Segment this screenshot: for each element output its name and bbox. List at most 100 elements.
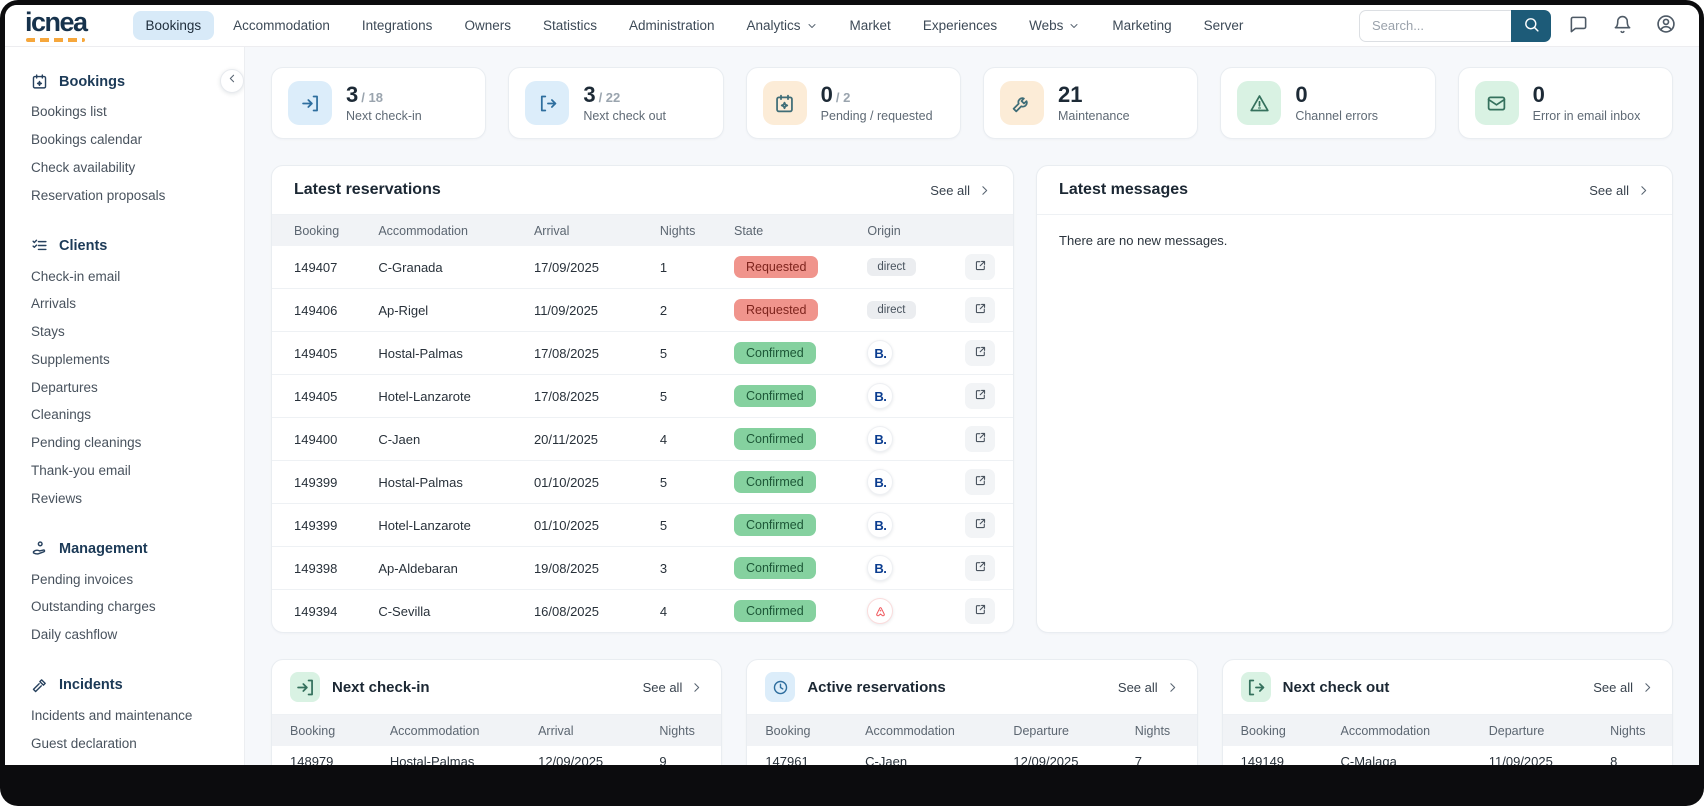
- chevron-right-icon: [690, 681, 703, 694]
- user-icon: [1656, 14, 1676, 37]
- active-reservations-see-all[interactable]: See all: [1118, 680, 1179, 695]
- next-check-in-title: Next check-in: [332, 678, 430, 696]
- reservation-row[interactable]: 149398 Ap-Aldebaran 19/08/2025 3 Confirmed B.: [272, 546, 1014, 590]
- stat-card-error-in-email-inbox[interactable]: 0 Error in email inbox: [1457, 67, 1673, 139]
- open-reservation-button[interactable]: [965, 383, 996, 409]
- nav-item-marketing[interactable]: Marketing: [1112, 18, 1172, 33]
- main-nav: Bookings Accommodation Integrations Owners S…: [132, 11, 1257, 40]
- next-check-in-see-all[interactable]: See all: [643, 680, 704, 695]
- sidebar-section-header-incidents[interactable]: Incidents: [31, 673, 228, 702]
- cell-state: Confirmed: [724, 331, 858, 375]
- cell-state: Confirmed: [724, 503, 858, 547]
- stat-card-pending-requested[interactable]: 0/ 2 Pending / requested: [745, 67, 961, 139]
- checklist-icon: [31, 237, 48, 254]
- nav-item-webs[interactable]: Webs: [1016, 11, 1093, 40]
- sidebar-item-bookings-calendar[interactable]: Bookings calendar: [31, 132, 143, 148]
- open-reservation-button[interactable]: [965, 469, 996, 495]
- check-out-icon: [1240, 672, 1271, 702]
- cell: 12/09/2025: [1013, 754, 1079, 765]
- reservation-row[interactable]: 149394 C-Sevilla 16/08/2025 4 Confirmed: [272, 589, 1014, 632]
- cell-booking: 149399: [272, 503, 369, 547]
- column-header-booking: Booking: [1222, 715, 1331, 746]
- open-reservation-button[interactable]: [965, 555, 996, 581]
- reservation-row[interactable]: 149400 C-Jaen 20/11/2025 4 Confirmed B.: [272, 417, 1014, 461]
- stat-card-channel-errors[interactable]: 0 Channel errors: [1220, 67, 1436, 139]
- reservation-row[interactable]: 149406 Ap-Rigel 11/09/2025 2 Requested direct: [272, 288, 1014, 332]
- nav-item-experiences[interactable]: Experiences: [922, 18, 998, 33]
- next-check-out-see-all[interactable]: See all: [1593, 680, 1654, 695]
- nav-item-server[interactable]: Server: [1203, 18, 1244, 33]
- stat-card-maintenance[interactable]: 21 Maintenance: [982, 67, 1199, 139]
- open-reservation-button[interactable]: [965, 598, 996, 624]
- next-check-out-panel: Next check out See all Booking Accommodatio…: [1221, 659, 1673, 765]
- reservation-row[interactable]: 149405 Hotel-Lanzarote 17/08/2025 5 Confirme…: [272, 374, 1014, 418]
- search-input[interactable]: [1359, 9, 1511, 42]
- cell-booking: 149405: [272, 331, 369, 375]
- state-badge: Confirmed: [734, 471, 816, 493]
- nav-item-analytics[interactable]: Analytics: [734, 11, 831, 40]
- sidebar-item-check-availability[interactable]: Check availability: [31, 159, 136, 175]
- latest-messages-see-all[interactable]: See all: [1589, 183, 1650, 198]
- sidebar-item-arrivals[interactable]: Arrivals: [31, 296, 77, 312]
- sidebar-item-cleanings[interactable]: Cleanings: [31, 407, 92, 423]
- open-reservation-button[interactable]: [965, 426, 996, 452]
- nav-item-market[interactable]: Market: [849, 18, 891, 33]
- sidebar-item-outstanding-charges[interactable]: Outstanding charges: [31, 599, 156, 615]
- sidebar-section-header-management[interactable]: Management: [31, 536, 228, 565]
- wrench-icon: [999, 81, 1044, 125]
- sidebar-section-header-bookings[interactable]: Bookings: [31, 69, 228, 98]
- sidebar-section-header-clients[interactable]: Clients: [31, 233, 228, 262]
- stat-card-next-check-in[interactable]: 3/ 18 Next check-in: [271, 67, 487, 139]
- reservation-row[interactable]: 149399 Hotel-Lanzarote 01/10/2025 5 Confirme…: [272, 503, 1014, 547]
- sidebar-item-reviews[interactable]: Reviews: [31, 490, 83, 506]
- chevron-right-icon: [1166, 681, 1179, 694]
- warning-icon: [1237, 81, 1282, 125]
- sidebar-collapse-button[interactable]: [220, 69, 244, 93]
- sidebar-item-guest-declaration[interactable]: Guest declaration: [31, 735, 137, 751]
- sidebar-item-thank-you-email[interactable]: Thank-you email: [31, 462, 131, 478]
- nav-item-bookings[interactable]: Bookings: [132, 11, 215, 40]
- cell-accommodation: Hotel-Lanzarote: [368, 503, 524, 547]
- sidebar-item-bookings-list[interactable]: Bookings list: [31, 104, 107, 120]
- sidebar-item-pending-invoices[interactable]: Pending invoices: [31, 571, 134, 587]
- table-row[interactable]: 149149 C-Malaga 11/09/2025 8: [1223, 746, 1672, 765]
- sidebar-item-stays[interactable]: Stays: [31, 324, 65, 340]
- cell-origin: B.: [857, 374, 954, 418]
- reservation-row[interactable]: 149405 Hostal-Palmas 17/08/2025 5 Confirmed B…: [272, 331, 1014, 375]
- stat-card-next-check-out[interactable]: 3/ 22 Next check out: [508, 67, 724, 139]
- table-row[interactable]: 148979 Hostal-Palmas 12/09/2025 9: [272, 746, 721, 765]
- open-reservation-button[interactable]: [965, 340, 996, 366]
- cell-booking: 149407: [294, 259, 338, 275]
- open-reservation-button[interactable]: [965, 512, 996, 538]
- nav-item-administration[interactable]: Administration: [628, 18, 715, 33]
- sidebar-item-departures[interactable]: Departures: [31, 379, 98, 395]
- sidebar-item-incidents-and-maintenance[interactable]: Incidents and maintenance: [31, 707, 193, 723]
- reservation-row[interactable]: 149407 C-Granada 17/09/2025 1 Requested direc…: [272, 246, 1013, 289]
- calendar-star-icon: [762, 81, 807, 125]
- search-button[interactable]: [1511, 9, 1551, 42]
- column-header-accommodation: Accommodation: [368, 215, 524, 246]
- messages-button[interactable]: [1561, 9, 1595, 43]
- nav-item-statistics[interactable]: Statistics: [542, 18, 597, 33]
- sidebar-item-supplements[interactable]: Supplements: [31, 351, 110, 367]
- nav-item-integrations[interactable]: Integrations: [361, 18, 433, 33]
- sidebar-item-reservation-proposals[interactable]: Reservation proposals: [31, 187, 166, 203]
- state-badge: Confirmed: [734, 342, 816, 364]
- sidebar-item-check-in-email[interactable]: Check-in email: [31, 268, 121, 284]
- latest-reservations-see-all[interactable]: See all: [930, 183, 991, 198]
- nav-item-owners[interactable]: Owners: [464, 18, 511, 33]
- open-reservation-button[interactable]: [965, 254, 996, 280]
- notifications-button[interactable]: [1605, 9, 1639, 43]
- account-button[interactable]: [1649, 9, 1683, 43]
- table-row[interactable]: 147961 C-Jaen 12/09/2025 7: [747, 746, 1196, 765]
- icnea-logo[interactable]: icnea: [25, 9, 88, 42]
- cell: 147961: [765, 754, 809, 765]
- open-reservation-button[interactable]: [965, 297, 996, 323]
- cell: Hostal-Palmas: [389, 754, 475, 765]
- reservation-row[interactable]: 149399 Hostal-Palmas 01/10/2025 5 Confirmed B…: [272, 460, 1014, 504]
- cell-origin: [857, 589, 954, 632]
- booking-com-logo: B.: [867, 512, 894, 538]
- sidebar-item-pending-cleanings[interactable]: Pending cleanings: [31, 435, 142, 451]
- sidebar-item-daily-cashflow[interactable]: Daily cashflow: [31, 627, 118, 643]
- nav-item-accommodation[interactable]: Accommodation: [233, 18, 330, 33]
